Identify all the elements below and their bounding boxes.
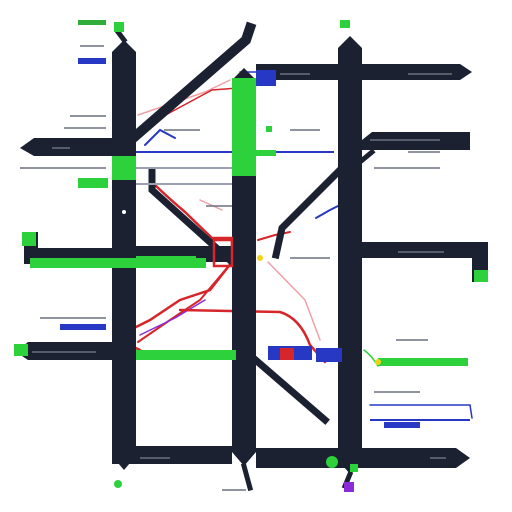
red-chip-lower [280, 348, 294, 360]
red-link-upper [159, 87, 239, 119]
minor-streets [136, 151, 470, 421]
ornaments [122, 210, 381, 365]
green-chip-left-top [78, 20, 106, 25]
diagonal-roads [114, 21, 376, 492]
green-bar-center-vertical [232, 78, 256, 176]
road-mid-left [24, 232, 112, 264]
pink-link-upper [137, 79, 231, 116]
green-stub-right-edge [474, 270, 488, 282]
green-stub-bottom-right [350, 464, 358, 472]
purple-link [139, 299, 206, 336]
green-bar-lower-center [136, 350, 236, 360]
road-mid-right [362, 242, 488, 282]
green-bar-left-node [112, 156, 136, 180]
diagonal-right-loop [356, 148, 376, 166]
red-chip-center [212, 236, 234, 268]
label-chips [60, 20, 420, 492]
green-dot-left [114, 480, 122, 488]
blue-chip-lower-right [316, 348, 342, 362]
yellow-dot-center [257, 255, 263, 261]
red-loop-lower [178, 308, 327, 364]
road-top-right [256, 64, 472, 80]
white-dot-road-left [122, 210, 126, 214]
road-bottom-right [256, 448, 470, 468]
road-vertical-right [338, 36, 362, 474]
road-lower-left [16, 342, 112, 360]
green-bar-lower-right [378, 358, 468, 366]
green-stub-left-edge [22, 232, 36, 246]
blue-chip-left-lower [60, 324, 106, 330]
blue-chip-right-lower [384, 422, 420, 428]
diagonal-upper-right [271, 155, 355, 260]
green-stub-top-right [340, 20, 350, 28]
blue-thin-lower-right [369, 404, 473, 419]
blue-chip-top [256, 70, 276, 86]
connector-top-left [114, 28, 128, 44]
red-diagonal [137, 261, 233, 343]
road-bottom-left [112, 446, 232, 464]
thin-links [118, 71, 473, 419]
green-stub-lower-left [14, 344, 28, 356]
blue-link-left [144, 128, 176, 146]
green-stub-top-left [114, 22, 124, 32]
purple-chip-bottom [344, 482, 354, 492]
pink-link-lower [267, 261, 321, 341]
blue-link-right [315, 204, 341, 219]
blue-chip-top-left [78, 58, 106, 64]
green-bar-center-street [136, 256, 196, 261]
connector-bottom-center [240, 462, 254, 492]
road-right-short [362, 132, 470, 150]
green-bar-mid-left [30, 258, 206, 268]
green-chip-upper [266, 126, 272, 132]
pink-stub-mid [199, 199, 223, 211]
green-bar-upper-right [256, 150, 276, 156]
green-block-left-label [78, 178, 108, 188]
green-dot-bottom-right [326, 456, 338, 468]
yellow-dot-lower [375, 359, 381, 365]
red-stub-right [257, 231, 291, 241]
illegible-label-strokes [20, 45, 452, 491]
diagonal-left-to-center [148, 168, 237, 267]
diagonal-upper-left [116, 21, 257, 154]
green-bars [14, 20, 488, 488]
road-vertical-left [112, 40, 136, 470]
road-upper-left [20, 138, 112, 156]
diagonal-lower-center [239, 345, 330, 425]
